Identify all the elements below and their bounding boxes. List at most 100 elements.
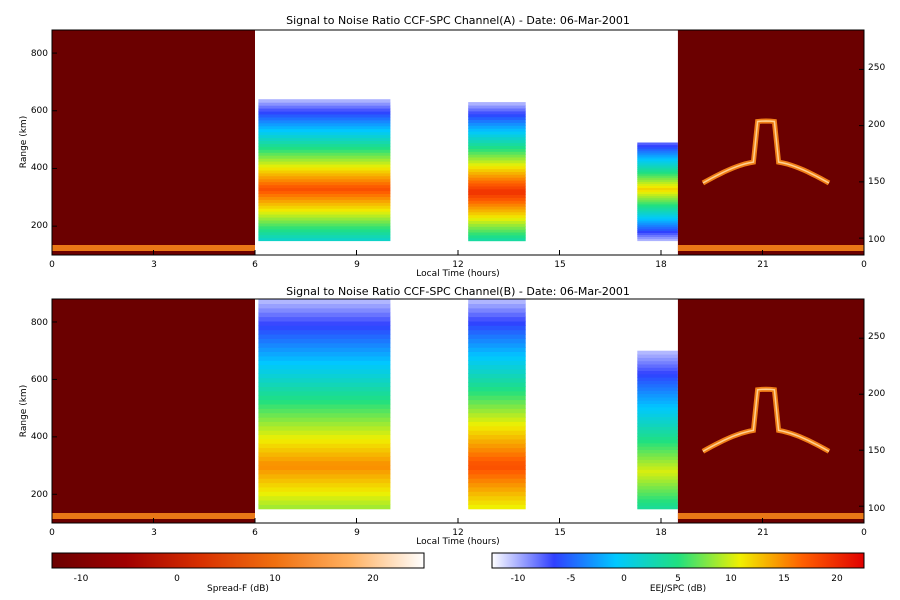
- eej-cell: [468, 168, 526, 172]
- eej-cell: [258, 473, 391, 479]
- eej-cell: [468, 156, 526, 161]
- eej-cell: [468, 226, 526, 230]
- y-right-tick-label: 200: [868, 120, 885, 130]
- spread-f-plume-core: [702, 120, 830, 184]
- eej-cell: [468, 182, 526, 187]
- eej-cell: [468, 373, 526, 379]
- eej-cell: [258, 167, 391, 171]
- eej-cell: [468, 504, 526, 510]
- eej-cell: [468, 148, 526, 152]
- eej-cell: [468, 116, 526, 120]
- y-right-tick-label: 150: [868, 446, 885, 456]
- spread-f-bottom-echo: [52, 513, 255, 519]
- eej-cell: [258, 469, 391, 475]
- tick-marks: [51, 52, 865, 255]
- eej-cell: [468, 377, 526, 383]
- eej-cell: [258, 143, 391, 147]
- eej-cell: [637, 179, 678, 182]
- eej-cell: [637, 185, 678, 188]
- eej-cell: [637, 426, 678, 431]
- eej-cell: [258, 108, 391, 112]
- eej-cell: [468, 223, 526, 227]
- eej-cell: [468, 456, 526, 462]
- colorbar-tick-label: -10: [511, 574, 526, 584]
- eej-cell: [258, 111, 391, 115]
- eej-cell: [258, 217, 391, 221]
- y-right-tick-label: 100: [868, 235, 885, 245]
- y-tick-label: 600: [31, 375, 48, 385]
- x-tick-label: 3: [151, 260, 157, 270]
- eej-cell: [637, 386, 678, 391]
- eej-cell: [468, 133, 526, 138]
- eej-cell: [468, 119, 526, 123]
- eej-cell: [637, 406, 678, 411]
- y-tick-label: 400: [31, 163, 48, 173]
- panel-a-plot: [52, 30, 864, 255]
- x-tick-label: 12: [452, 260, 463, 270]
- eej-cell: [258, 382, 391, 387]
- eej-cell: [637, 452, 678, 457]
- eej-cell: [258, 237, 391, 242]
- eej-cell: [468, 231, 526, 236]
- eej-cell: [637, 456, 678, 460]
- eej-cell: [637, 482, 678, 487]
- eej-cell: [258, 320, 391, 326]
- eej-cell: [637, 158, 678, 162]
- eej-cell: [637, 390, 678, 395]
- eej-cell: [468, 347, 526, 352]
- eej-cell: [637, 357, 678, 362]
- y-tick-label: 800: [31, 318, 48, 328]
- colorbar-eej-gradient: [491, 552, 865, 569]
- eej-cell: [468, 307, 526, 313]
- eej-cell: [637, 442, 678, 447]
- eej-cell: [468, 234, 526, 239]
- eej-cell: [468, 412, 526, 418]
- eej-cell: [258, 338, 391, 344]
- eej-cell: [468, 177, 526, 181]
- eej-cell: [637, 393, 678, 398]
- eej-cell: [637, 485, 678, 490]
- eej-cell: [637, 433, 678, 437]
- eej-cell: [258, 451, 391, 457]
- spread-f-region: [52, 299, 255, 523]
- y-tick-label: 200: [31, 490, 48, 500]
- eej-cell: [258, 196, 391, 200]
- eej-cell: [468, 303, 526, 309]
- eej-cell: [637, 142, 678, 146]
- eej-cell: [637, 167, 678, 170]
- eej-cell: [468, 107, 526, 112]
- eej-cell: [468, 473, 526, 479]
- colorbar-tick-label: -5: [567, 574, 576, 584]
- y-tick-label: 400: [31, 432, 48, 442]
- spread-f-bottom-echo: [677, 513, 864, 519]
- eej-cell: [468, 382, 526, 387]
- eej-cell: [637, 189, 678, 193]
- eej-cell: [258, 312, 391, 318]
- eej-cell: [468, 355, 526, 361]
- eej-cell: [468, 430, 526, 435]
- eej-cell: [468, 451, 526, 457]
- eej-cell: [258, 149, 391, 153]
- x-tick-label: 21: [757, 528, 768, 538]
- eej-cell: [637, 169, 678, 172]
- eej-cell: [637, 354, 678, 358]
- colorbar-tick-label: 0: [621, 574, 627, 584]
- eej-cell: [468, 162, 526, 167]
- eej-cell: [258, 434, 391, 440]
- panel-b-title: Signal to Noise Ratio CCF-SPC Channel(B)…: [286, 285, 630, 298]
- eej-cell: [258, 438, 391, 444]
- eej-cell: [468, 351, 526, 357]
- eej-cell: [258, 187, 391, 192]
- panel-a-ylabel: Range (km): [19, 116, 29, 168]
- spread-f-region: [677, 299, 864, 523]
- eej-cell: [637, 205, 678, 209]
- colorbar-tick-label: 15: [778, 574, 789, 584]
- x-tick-label: 0: [49, 260, 55, 270]
- eej-cell: [468, 208, 526, 213]
- x-tick-label: 0: [861, 260, 867, 270]
- eej-cell: [258, 425, 391, 431]
- eej-cell: [637, 212, 678, 215]
- eej-cell: [637, 367, 678, 371]
- eej-cell: [258, 347, 391, 352]
